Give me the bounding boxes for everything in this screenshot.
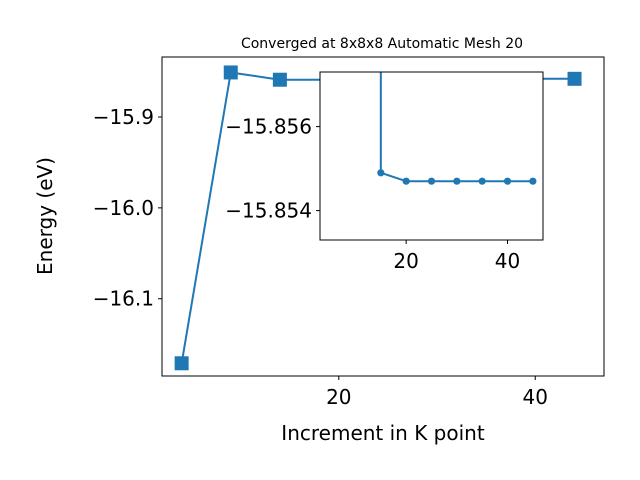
data-point bbox=[174, 356, 189, 371]
data-point bbox=[567, 71, 582, 86]
inset-plot-background bbox=[320, 72, 543, 240]
chart-title: Converged at 8x8x8 Automatic Mesh 20 bbox=[241, 36, 523, 52]
data-point bbox=[529, 177, 537, 185]
data-point bbox=[223, 65, 238, 80]
inset-x-ticks: 20 40 bbox=[393, 240, 520, 273]
x-tick-label: 40 bbox=[495, 249, 520, 273]
main-plot-frame bbox=[161, 56, 605, 377]
y-tick-label: −15.9 bbox=[93, 105, 154, 129]
inset-series bbox=[377, 72, 537, 185]
y-tick-label: −15.854 bbox=[225, 199, 312, 223]
data-point bbox=[503, 177, 512, 185]
x-tick-label: 40 bbox=[523, 385, 548, 409]
data-point bbox=[272, 72, 287, 87]
y-tick-label: −16.0 bbox=[93, 196, 154, 220]
y-tick-label: −15.856 bbox=[225, 115, 312, 139]
data-point bbox=[402, 177, 410, 185]
main-y-ticks: −15.9 −16.0 −16.1 bbox=[93, 105, 162, 311]
x-tick-label: 20 bbox=[393, 249, 418, 273]
y-tick-label: −16.1 bbox=[93, 287, 154, 311]
y-axis-label: Energy (eV) bbox=[33, 157, 57, 275]
data-point bbox=[377, 169, 385, 177]
inset-plot: 20 40 −15.856−15.854 bbox=[225, 71, 544, 273]
main-plot: 20 40 −15.9−16.0−16.1 Increment in K poin… bbox=[33, 56, 605, 445]
inset-y-ticks: −15.856 −15.854 bbox=[225, 115, 320, 223]
data-point bbox=[478, 177, 486, 185]
x-axis-label: Increment in K point bbox=[281, 421, 485, 445]
data-point bbox=[453, 177, 461, 185]
data-point bbox=[427, 177, 436, 185]
inset-plot-frame bbox=[319, 71, 544, 241]
main-x-ticks: 20 40 bbox=[326, 376, 548, 409]
x-tick-label: 20 bbox=[326, 385, 351, 409]
